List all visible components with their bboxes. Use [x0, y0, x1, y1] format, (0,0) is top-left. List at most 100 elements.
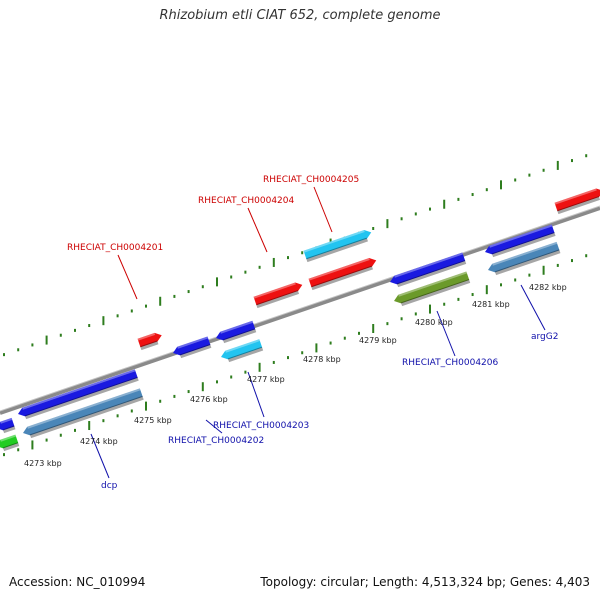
- gene-left-edge-blue: [0, 417, 16, 434]
- gene-rheciat-ch0004205: [308, 258, 377, 291]
- leader-argg2: [520, 284, 546, 331]
- gene-arrow-body: [137, 332, 162, 348]
- genome-summary-text: Topology: circular; Length: 4,513,324 bp…: [260, 575, 590, 589]
- leader-rheciat-ch0004201: [117, 254, 138, 300]
- gene-label-rheciat-ch0004205[interactable]: RHECIAT_CH0004205: [263, 175, 359, 185]
- gene-arrow-body: [394, 271, 470, 304]
- leader-rheciat-ch0004203: [247, 371, 265, 418]
- gene-arrow-body: [216, 320, 256, 341]
- gene-rheciat-ch0004205-cyan: [303, 230, 372, 263]
- gene-arrow-highlight: [303, 230, 365, 253]
- gene-arrow-highlight: [492, 241, 558, 266]
- map-title: Rhizobium etli CIAT 652, complete genome: [159, 8, 441, 23]
- gene-arrow-highlight: [22, 369, 136, 410]
- gene-label-rheciat-ch0004203[interactable]: RHECIAT_CH0004203: [213, 421, 309, 431]
- tick-label: 4282 kbp: [529, 283, 567, 292]
- gene-arrow-body: [221, 339, 263, 360]
- tick-label: 4279 kbp: [359, 336, 397, 345]
- gene-reverse-blue-3: [390, 252, 467, 288]
- tick-label: 4281 kbp: [472, 300, 510, 309]
- gene-arrow-shadow: [24, 376, 139, 420]
- leader-dcp: [90, 433, 110, 479]
- leader-rheciat-ch0004205: [313, 186, 333, 233]
- gene-arrow-shadow: [491, 232, 556, 258]
- tick-label: 4276 kbp: [190, 395, 228, 404]
- tick-label: 4278 kbp: [303, 355, 341, 364]
- gene-arrow-body: [253, 282, 303, 306]
- tick-label: 4274 kbp: [80, 437, 118, 446]
- leader-rheciat-ch0004204: [247, 207, 268, 253]
- gene-reverse-blue-2: [216, 320, 257, 344]
- gene-arrow-shadow: [557, 196, 600, 215]
- gene-arrow-body: [390, 252, 466, 285]
- gene-label-rheciat-ch0004202[interactable]: RHECIAT_CH0004202: [168, 436, 264, 446]
- gene-arrow-shadow: [140, 340, 159, 351]
- gene-label-rheciat-ch0004201[interactable]: RHECIAT_CH0004201: [67, 243, 163, 253]
- gene-argg2: [488, 241, 561, 276]
- gene-arrow-shadow: [400, 279, 471, 307]
- gene-label-argg2[interactable]: argG2: [531, 332, 558, 342]
- gene-arrow-shadow: [396, 260, 467, 288]
- gene-arrow-highlight: [0, 434, 17, 442]
- gene-arrow-highlight: [398, 271, 468, 297]
- gene-arrow-shadow: [2, 425, 16, 434]
- leader-rheciat-ch0004206: [436, 310, 456, 357]
- tick-label: 4277 kbp: [247, 375, 285, 384]
- gene-arrow-body: [554, 188, 600, 212]
- gene-arrow-body: [18, 369, 138, 417]
- tick-label: 4275 kbp: [134, 416, 172, 425]
- gene-arrow-body: [303, 230, 372, 260]
- gene-arrow-highlight: [308, 258, 370, 281]
- outer-tick-row: [3, 154, 588, 357]
- inner-tick-row: [3, 254, 588, 457]
- gene-arrow-shadow: [179, 344, 212, 359]
- gene-arrow-highlight: [489, 224, 553, 248]
- gene-arrow-highlight: [220, 320, 254, 334]
- gene-arrow-body: [0, 434, 19, 449]
- tick-label: 4280 kbp: [415, 318, 453, 327]
- gene-dcp-upper: [18, 369, 139, 420]
- gene-rheciat-ch0004202: [173, 336, 212, 359]
- tick-labels: 4273 kbp 4274 kbp 4275 kbp 4276 kbp 4277…: [24, 283, 567, 468]
- gene-arrow-body: [488, 241, 560, 273]
- gene-arrow-shadow: [2, 442, 20, 452]
- gene-label-dcp[interactable]: dcp: [101, 481, 118, 491]
- gene-reverse-blue-4: [485, 224, 556, 258]
- label-leader-lines: [90, 186, 546, 479]
- gene-arrow-shadow: [494, 249, 561, 276]
- gene-arrow-highlight: [177, 336, 209, 349]
- gene-arrow-highlight: [137, 332, 156, 341]
- accession-text: Accession: NC_010994: [9, 575, 146, 589]
- gene-arrow-body: [485, 224, 555, 255]
- gene-dcp: [23, 388, 144, 439]
- gene-forward-right: [554, 188, 600, 215]
- gene-arrow-body: [173, 336, 211, 356]
- gene-left-edge-green: [0, 434, 20, 452]
- forward-strand-genes: [137, 188, 600, 351]
- tick-label: 4273 kbp: [24, 459, 62, 468]
- gene-arrow-shadow: [256, 290, 300, 309]
- gene-arrow-highlight: [27, 388, 141, 429]
- gene-label-rheciat-ch0004206[interactable]: RHECIAT_CH0004206: [402, 358, 499, 368]
- gene-rheciat-ch0004201: [137, 332, 162, 351]
- reverse-strand-genes: [0, 224, 561, 452]
- genome-backbone-highlight: [0, 205, 600, 412]
- gene-rheciat-ch0004206: [394, 271, 471, 307]
- leader-rheciat-ch0004202: [205, 419, 223, 434]
- gene-arrow-highlight: [554, 188, 597, 205]
- gene-arrow-body: [23, 388, 143, 436]
- forward-gene-labels: RHECIAT_CH0004201 RHECIAT_CH0004204 RHEC…: [67, 175, 359, 253]
- gene-arrow-body: [0, 417, 15, 431]
- gene-arrow-shadow: [306, 237, 368, 263]
- gene-arrow-body: [308, 258, 377, 288]
- gene-rheciat-ch0004203: [221, 339, 264, 363]
- gene-arrow-shadow: [311, 265, 373, 291]
- gene-arrow-highlight: [394, 252, 464, 278]
- gene-arrow-shadow: [222, 328, 257, 344]
- gene-label-rheciat-ch0004204[interactable]: RHECIAT_CH0004204: [198, 196, 295, 206]
- gene-arrow-highlight: [0, 417, 13, 424]
- gene-arrow-highlight: [225, 339, 260, 353]
- gene-arrow-shadow: [29, 395, 144, 439]
- gene-arrow-highlight: [253, 282, 296, 299]
